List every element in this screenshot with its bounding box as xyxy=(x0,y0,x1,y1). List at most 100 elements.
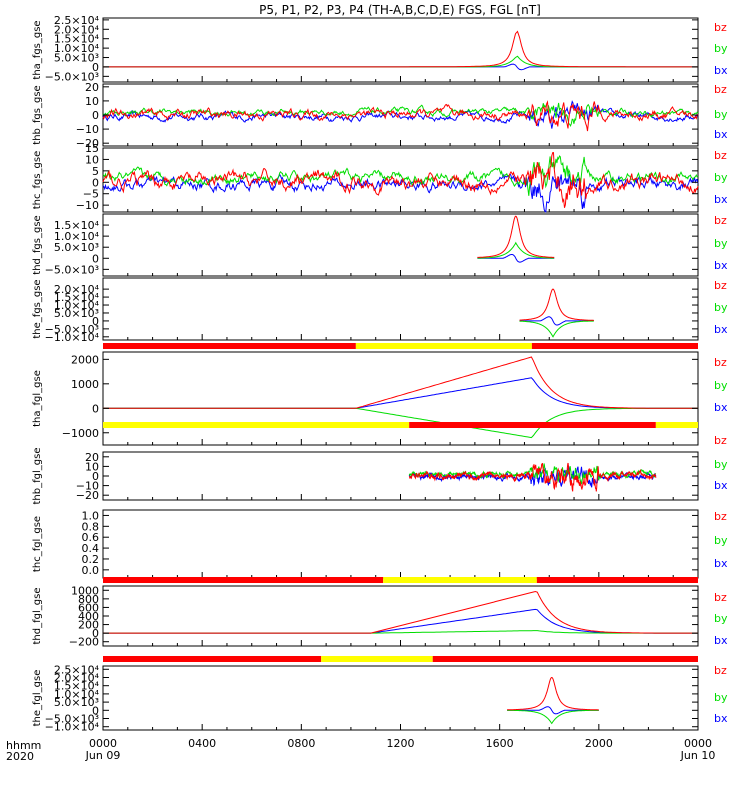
y-tick-label: −5.0×10³ xyxy=(45,713,99,726)
legend-bz: bz xyxy=(714,356,727,369)
y-tick-label: 1.5×10⁴ xyxy=(54,33,100,46)
y-tick-label: 800 xyxy=(78,593,99,606)
y-tick-label: 2.5×10⁴ xyxy=(54,663,100,676)
y-tick-label: −5 xyxy=(83,188,99,201)
x-tick-label: 0000 xyxy=(684,737,712,750)
y-tick-label: 0.0 xyxy=(82,564,100,577)
y-tick-label: 0 xyxy=(92,109,99,122)
y-tick-label: 20 xyxy=(85,451,99,464)
y-tick-label: −10 xyxy=(76,123,99,136)
x-tick-label: 2000 xyxy=(585,737,613,750)
legend-by: by xyxy=(714,534,728,547)
x-tick-sublabel: Jun 09 xyxy=(85,749,121,762)
y-axis-label: thc_fgs_gse xyxy=(32,151,43,210)
y-tick-label: −20 xyxy=(76,489,99,502)
panel-frame xyxy=(102,213,699,277)
status-bar-segment xyxy=(355,343,532,349)
legend-bx: bx xyxy=(714,401,728,414)
series-bz xyxy=(519,288,594,321)
series-by xyxy=(102,155,699,196)
panel-the_fgl_gse: 2.5×10⁴2.0×10⁴1.5×10⁴1.0×10⁴5.0×10³0−5.0… xyxy=(32,656,728,734)
y-tick-label: 1.0×10⁴ xyxy=(54,688,100,701)
y-tick-label: 2.0×10⁴ xyxy=(54,23,100,36)
x-tick-label: 0800 xyxy=(287,737,315,750)
y-tick-label: −5.0×10³ xyxy=(45,323,99,336)
legend-bz: bz xyxy=(714,149,727,162)
series-bx xyxy=(477,254,555,263)
panel-thc_fgl_gse: 1.00.80.60.40.20.0 thc_fgl_gse bz by bx xyxy=(32,509,728,579)
y-tick-label: 1.5×10⁴ xyxy=(54,291,100,304)
y-tick-label: 0 xyxy=(92,470,99,483)
y-tick-label: 200 xyxy=(78,619,99,632)
legend-by: by xyxy=(714,379,728,392)
legend-bx: bx xyxy=(714,712,728,725)
y-tick-label: 0 xyxy=(92,627,99,640)
legend-by: by xyxy=(714,612,728,625)
y-tick-label: 0.4 xyxy=(82,542,100,555)
legend-bz: bz xyxy=(714,83,727,96)
y-tick-label: 2.0×10⁴ xyxy=(54,283,100,296)
legend-by: by xyxy=(714,691,728,704)
series-bz xyxy=(507,676,599,711)
y-tick-label: −200 xyxy=(69,636,99,649)
legend-by: by xyxy=(714,171,728,184)
legend-bz: bz xyxy=(714,279,727,292)
y-tick-label: 1000 xyxy=(71,378,99,391)
y-tick-label: 5.0×10³ xyxy=(54,307,99,320)
y-axis-label: tha_fgl_gse xyxy=(32,370,43,427)
y-tick-label: 2.5×10⁴ xyxy=(54,14,100,27)
status-bar-segment xyxy=(383,577,537,583)
chart-title: P5, P1, P2, P3, P4 (TH-A,B,C,D,E) FGS, F… xyxy=(259,3,541,17)
y-tick-label: 0.2 xyxy=(82,553,100,566)
y-tick-label: 20 xyxy=(85,81,99,94)
y-tick-label: 0 xyxy=(92,704,99,717)
y-tick-label: 0 xyxy=(92,402,99,415)
status-bar-segment xyxy=(103,343,356,349)
status-bar-segment xyxy=(409,422,656,428)
y-tick-label: 1.0×10⁴ xyxy=(54,299,100,312)
y-tick-label: 5.0×10³ xyxy=(54,696,99,709)
legend-bz: bz xyxy=(714,214,727,227)
y-tick-label: −1000 xyxy=(62,427,99,440)
x-tick-label: 1200 xyxy=(387,737,415,750)
legend-bx: bx xyxy=(714,634,728,647)
y-axis-label: the_fgs_gse xyxy=(32,279,43,338)
y-tick-label: 10 xyxy=(85,95,99,108)
legend-bz: bz xyxy=(714,591,727,604)
y-tick-label: 0.8 xyxy=(82,520,100,533)
y-tick-label: 10 xyxy=(85,153,99,166)
y-tick-label: 0 xyxy=(92,315,99,328)
status-bar-segment xyxy=(321,656,433,662)
panel-frame xyxy=(102,17,699,83)
y-tick-label: 5.0×10³ xyxy=(54,52,99,65)
legend-bx: bx xyxy=(714,193,728,206)
legend-bz: bz xyxy=(714,510,727,523)
status-bar-segment xyxy=(103,656,322,662)
series-bz xyxy=(477,215,555,258)
x-tick-label: 1600 xyxy=(486,737,514,750)
y-axis-label: the_fgl_gse xyxy=(32,670,43,727)
y-tick-label: 5.0×10³ xyxy=(54,241,99,254)
legend-bx: bx xyxy=(714,479,728,492)
y-tick-label: 10 xyxy=(85,460,99,473)
panel-frame xyxy=(102,451,699,501)
series-by xyxy=(103,55,698,68)
series-by xyxy=(507,709,599,725)
legend-bz: bz xyxy=(714,21,727,34)
y-tick-label: 1.5×10⁴ xyxy=(54,680,100,693)
panel-tha_fgs_gse: 2.5×10⁴2.0×10⁴1.5×10⁴1.0×10⁴5.0×10³0−5.0… xyxy=(32,14,728,83)
y-tick-label: −5.0×10³ xyxy=(45,70,99,83)
series-bz xyxy=(408,462,657,492)
legend-bx: bx xyxy=(714,259,728,272)
y-axis-label: thb_fgl_gse xyxy=(32,448,43,505)
legend-bx: bx xyxy=(714,323,728,336)
y-axis-label: thd_fgs_gse xyxy=(32,215,43,274)
x-tick-sublabel: Jun 10 xyxy=(680,749,716,762)
status-bar-segment xyxy=(655,422,698,428)
y-tick-label: 1.0×10⁴ xyxy=(54,42,100,55)
legend-by: by xyxy=(714,458,728,471)
